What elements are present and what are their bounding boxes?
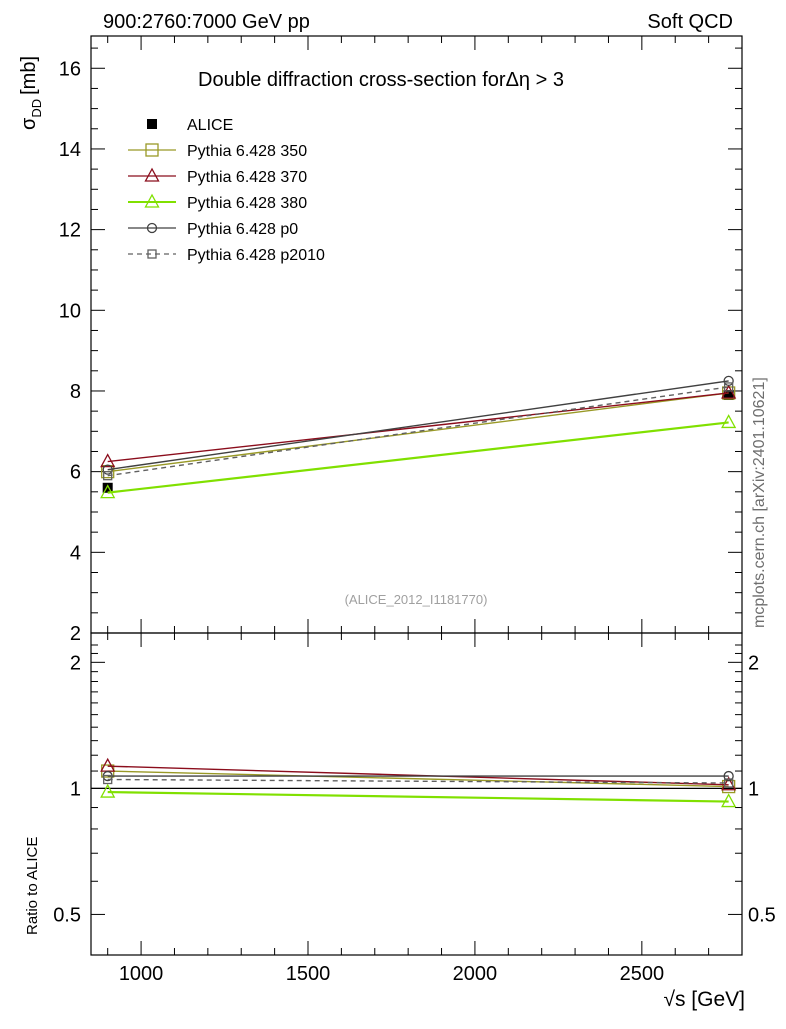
legend-label: Pythia 6.428 350: [187, 143, 307, 160]
y-tick-label: 6: [70, 462, 81, 484]
ratio-y-tick-label: 1: [70, 778, 81, 800]
legend-label: Pythia 6.428 p0: [187, 221, 298, 238]
data-point: [723, 375, 734, 387]
legend-marker: [147, 249, 157, 259]
side-watermark: mcplots.cern.ch [arXiv:2401.10621]: [751, 377, 768, 628]
y-tick-label: 14: [59, 139, 81, 161]
x-tick-label: 2500: [620, 963, 665, 985]
y-tick-label: 8: [70, 381, 81, 403]
y-tick-label: 10: [59, 300, 81, 322]
series-line: [107, 380, 729, 471]
y-tick-label: 2: [70, 623, 81, 645]
series-line: [107, 386, 729, 477]
x-axis: 1000 1500 2000 2500: [107, 36, 743, 985]
data-point: [721, 384, 737, 399]
x-tick-label: 1500: [286, 963, 331, 985]
legend-marker: [147, 119, 157, 129]
data-point: [723, 390, 734, 401]
ratio-data-point: [721, 793, 737, 808]
legend-marker: [145, 143, 159, 157]
data-point: [102, 464, 113, 475]
ratio-series-line: [107, 790, 729, 803]
y-tick-label: 12: [59, 220, 81, 242]
y-axis-label-main: σDD [mb]: [18, 56, 44, 130]
legend: ALICE Pythia 6.428 350 Pythia 6.428 370 Pyt…: [128, 117, 325, 264]
y-tick-label: 4: [70, 542, 81, 564]
x-tick-label: 2000: [453, 963, 498, 985]
data-point: [100, 484, 116, 499]
ratio-data-point: [100, 783, 116, 798]
ratio-series-line: [107, 778, 729, 784]
chart-title-text: Double diffraction cross-section for: [198, 69, 506, 91]
main-y-axis: 2 4 6 8 10 12 14 16: [59, 47, 742, 645]
legend-marker: [144, 193, 160, 208]
ratio-data-point: [723, 770, 734, 782]
data-point: [721, 414, 737, 429]
y-label-subscript: DD: [29, 99, 44, 118]
header-left: 900:2760:7000 GeV pp: [103, 11, 310, 33]
main-series: [100, 375, 737, 499]
ratio-y-tick-label-right: 1: [748, 778, 759, 800]
ratio-y-tick-label: 0.5: [53, 904, 81, 926]
series-line: [107, 421, 729, 494]
ratio-data-point: [721, 776, 737, 791]
ratio-series-line: [107, 770, 729, 788]
data-point: [100, 453, 116, 468]
y-label-unit: [mb]: [18, 56, 40, 95]
y-tick-label: 16: [59, 58, 81, 80]
legend-label: Pythia 6.428 p2010: [187, 247, 325, 264]
y-axis-label-ratio: Ratio to ALICE: [24, 837, 41, 935]
chart-title: Double diffraction cross-section forΔη >…: [198, 69, 564, 91]
legend-label: ALICE: [187, 117, 233, 134]
ratio-plot-frame: [90, 632, 743, 956]
ratio-data-point: [723, 778, 734, 788]
chart-title-math: Δη > 3: [506, 69, 564, 91]
legend-marker: [144, 167, 160, 182]
legend-label: Pythia 6.428 370: [187, 169, 307, 186]
x-axis-label: √s [GeV]: [663, 988, 745, 1011]
ratio-y-tick-label-right: 2: [748, 652, 759, 674]
data-point: [103, 471, 113, 481]
legend-marker: [146, 222, 158, 234]
series-line: [107, 392, 729, 473]
data-point: [102, 482, 113, 493]
data-point: [723, 382, 734, 392]
ratio-y-tick-label: 2: [70, 652, 81, 674]
header-right: Soft QCD: [647, 11, 733, 33]
ratio-series: [100, 757, 737, 808]
analysis-tag: (ALICE_2012_I1181770): [345, 592, 488, 607]
ratio-y-axis: 0.5 0.5 1 1 2 2: [53, 644, 776, 926]
series-line: [107, 392, 729, 463]
x-tick-label: 1000: [119, 963, 164, 985]
ratio-y-tick-label-right: 0.5: [748, 904, 776, 926]
ratio-data-point: [103, 774, 113, 785]
y-label-symbol: σ: [18, 117, 40, 130]
legend-label: Pythia 6.428 380: [187, 195, 307, 212]
